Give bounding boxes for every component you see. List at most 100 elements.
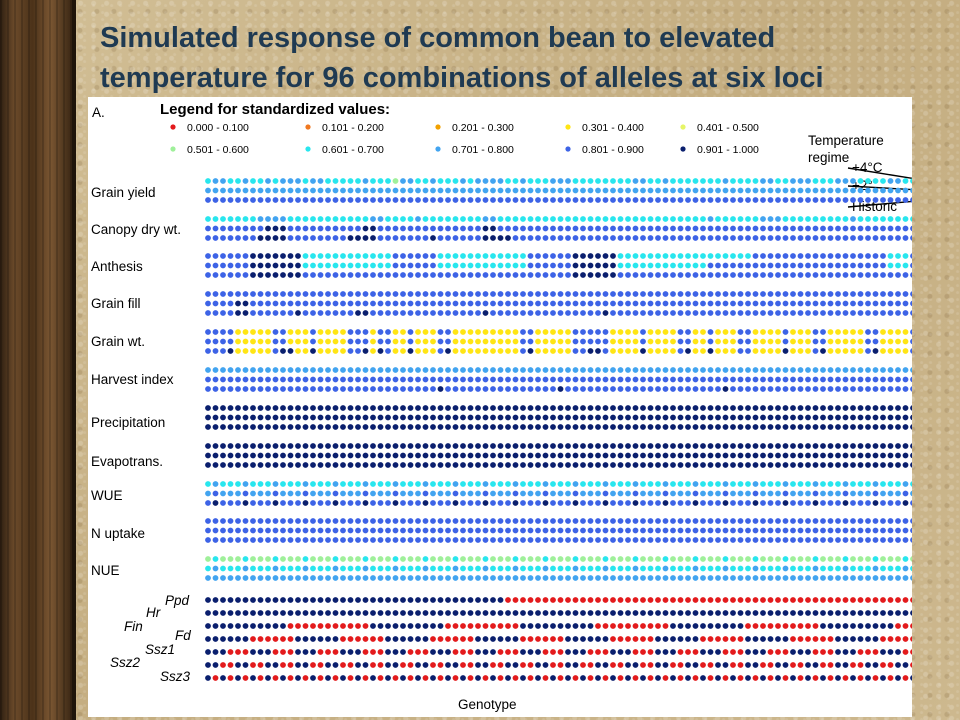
trait-dot xyxy=(872,376,879,383)
trait-dot xyxy=(760,253,766,259)
trait-dot xyxy=(842,216,849,222)
trait-dot xyxy=(722,272,729,278)
trait-dot xyxy=(655,527,661,534)
trait-dot xyxy=(362,291,369,297)
trait-dot xyxy=(805,291,811,297)
locus-dot xyxy=(400,649,406,655)
trait-dot xyxy=(550,556,556,562)
trait-dot xyxy=(520,225,526,232)
trait-dot xyxy=(617,490,624,497)
trait-dot xyxy=(385,527,391,534)
locus-dot xyxy=(632,597,639,603)
trait-dot xyxy=(347,481,354,487)
trait-dot xyxy=(505,225,511,232)
trait-dot xyxy=(557,178,564,184)
trait-dot xyxy=(685,500,691,506)
trait-dot xyxy=(790,414,796,421)
trait-dot xyxy=(700,556,706,562)
trait-dot xyxy=(737,262,744,269)
trait-dot xyxy=(317,338,324,345)
trait-dot xyxy=(550,272,556,278)
trait-dot xyxy=(437,405,444,411)
trait-dot xyxy=(475,481,481,487)
trait-dot xyxy=(887,197,894,203)
trait-dot xyxy=(625,443,631,449)
locus-dot xyxy=(887,636,894,642)
trait-dot xyxy=(272,262,279,269)
trait-dot xyxy=(460,424,466,430)
trait-dot xyxy=(422,291,429,297)
locus-dot xyxy=(895,636,901,642)
trait-dot xyxy=(835,414,841,421)
trait-dot xyxy=(317,187,324,194)
trait-dot xyxy=(422,197,429,203)
trait-dot xyxy=(265,537,271,543)
locus-dot xyxy=(640,649,646,655)
trait-dot xyxy=(265,235,271,241)
locus-dot xyxy=(332,623,339,629)
trait-dot xyxy=(910,348,912,354)
trait-dot xyxy=(242,348,249,354)
trait-dot xyxy=(377,386,384,392)
trait-dot xyxy=(407,253,414,259)
trait-dot xyxy=(632,225,639,232)
trait-dot xyxy=(265,376,271,383)
trait-dot xyxy=(272,272,279,278)
trait-dot xyxy=(385,262,391,269)
trait-dot xyxy=(632,518,639,524)
trait-dot xyxy=(527,300,534,307)
trait-dot xyxy=(437,197,444,203)
trait-dot xyxy=(287,310,294,316)
trait-dot xyxy=(512,452,519,459)
locus-dot xyxy=(640,675,646,681)
trait-dot xyxy=(617,537,624,543)
trait-dot xyxy=(685,187,691,194)
locus-dot xyxy=(685,636,691,642)
trait-dot xyxy=(437,338,444,345)
trait-dot xyxy=(557,197,564,203)
locus-dot xyxy=(602,662,609,668)
trait-dot xyxy=(827,556,834,562)
trait-dot xyxy=(565,424,571,430)
trait-dot xyxy=(527,443,534,449)
trait-dot xyxy=(205,291,211,297)
trait-dot xyxy=(662,462,669,468)
trait-dot xyxy=(685,443,691,449)
trait-dot xyxy=(287,329,294,335)
trait-dot xyxy=(527,500,534,506)
trait-dot xyxy=(467,490,474,497)
trait-dot xyxy=(212,443,219,449)
trait-dot xyxy=(737,310,744,316)
locus-dot xyxy=(242,610,249,616)
locus-dot xyxy=(362,623,369,629)
trait-dot xyxy=(497,414,504,421)
trait-dot xyxy=(535,386,541,392)
trait-dot xyxy=(790,300,796,307)
trait-dot xyxy=(707,348,714,354)
trait-dot xyxy=(220,178,226,184)
trait-dot xyxy=(265,338,271,345)
trait-dot xyxy=(422,556,429,562)
trait-dot xyxy=(670,386,676,392)
trait-dot xyxy=(317,500,324,506)
trait-dot xyxy=(347,225,354,232)
trait-dot xyxy=(475,300,481,307)
trait-dot xyxy=(902,253,909,259)
trait-dot xyxy=(805,500,811,506)
trait-dot xyxy=(805,424,811,430)
trait-dot xyxy=(235,443,241,449)
locus-dot xyxy=(662,636,669,642)
trait-dot xyxy=(805,329,811,335)
trait-dot xyxy=(317,414,324,421)
trait-dot xyxy=(400,386,406,392)
trait-dot xyxy=(805,452,811,459)
locus-dot xyxy=(287,649,294,655)
trait-dot xyxy=(625,518,631,524)
locus-dot xyxy=(715,636,721,642)
locus-dot xyxy=(295,662,301,668)
trait-dot xyxy=(782,310,789,316)
trait-dot xyxy=(272,556,279,562)
trait-dot xyxy=(302,565,309,572)
trait-dot xyxy=(445,291,451,297)
trait-dot xyxy=(490,329,496,335)
